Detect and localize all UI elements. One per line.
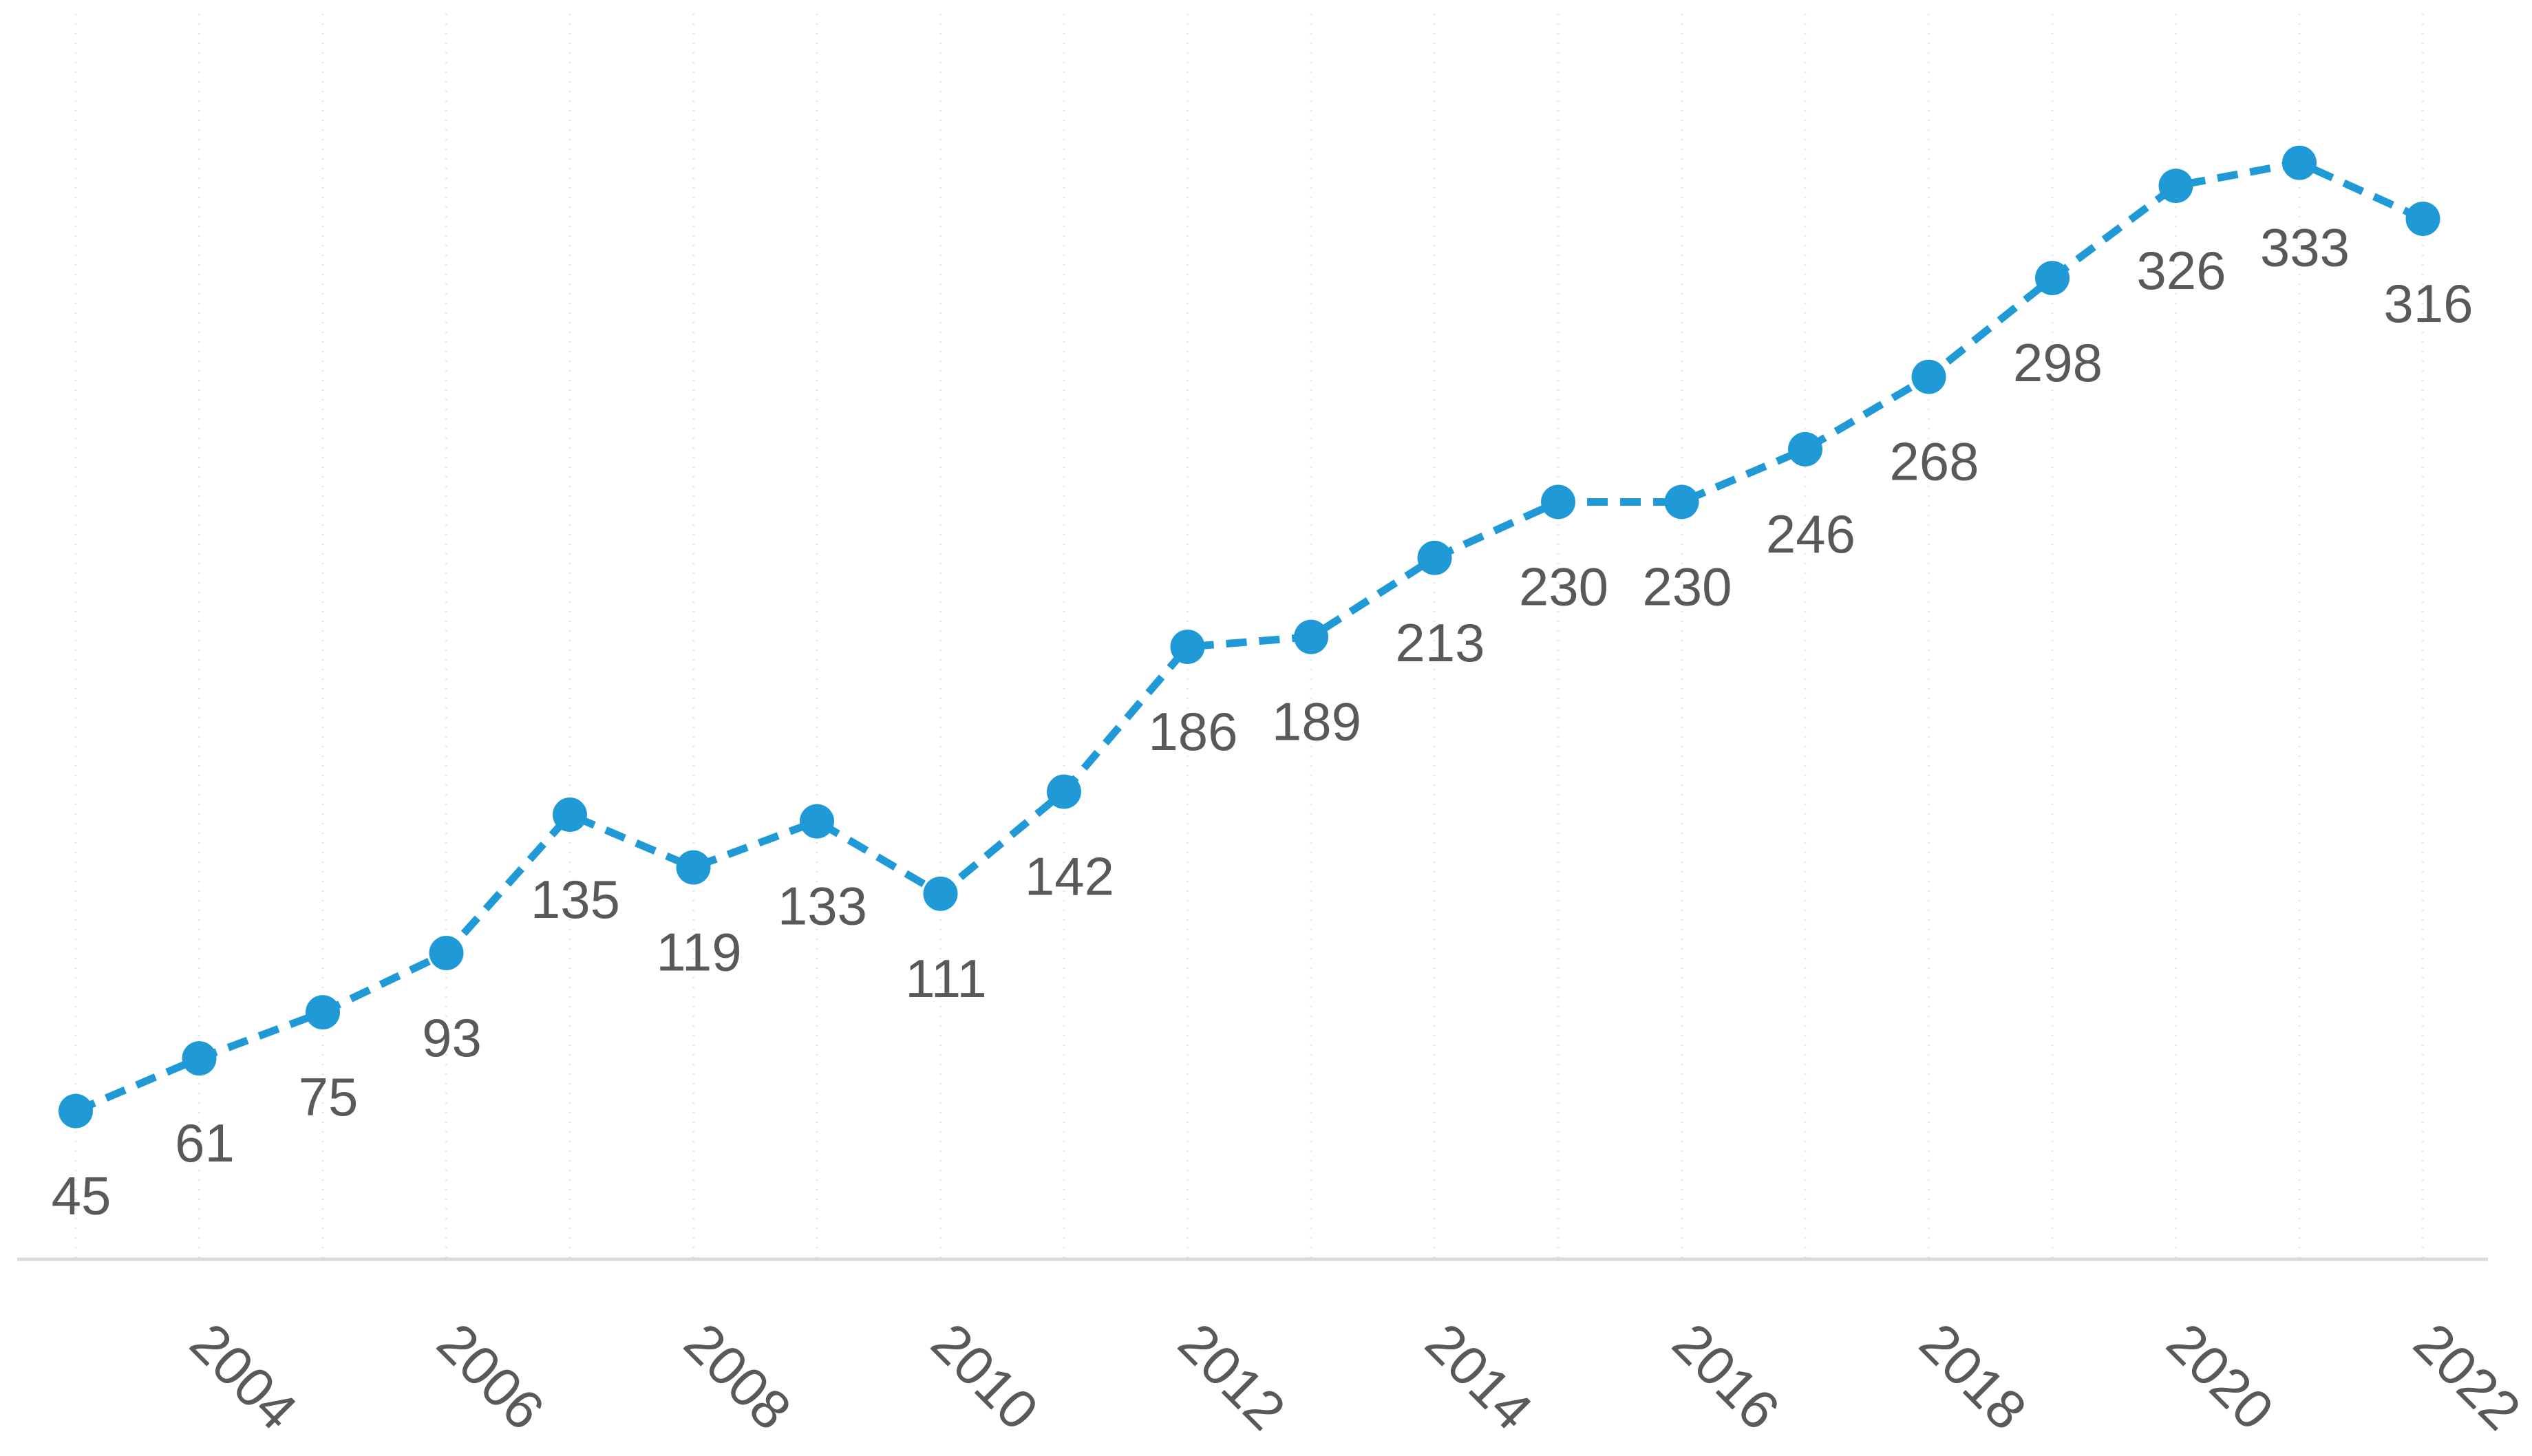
data-label: 230 — [1519, 556, 1608, 617]
x-tick-label: 2012 — [1167, 1312, 1297, 1442]
data-point — [429, 935, 464, 970]
x-tick-labels-layer: 2004 2006 2008 2010 2012 2014 2016 2018 2020 2022 — [179, 1312, 2532, 1442]
x-tick-label: 2010 — [920, 1312, 1050, 1442]
data-point — [553, 797, 587, 833]
data-point — [182, 1041, 217, 1076]
data-label: 333 — [2260, 217, 2350, 278]
data-label: 316 — [2383, 273, 2473, 334]
data-point — [1417, 540, 1452, 575]
data-label: 213 — [1395, 612, 1485, 673]
data-label: 186 — [1148, 701, 1237, 762]
data-label: 298 — [2013, 332, 2103, 393]
data-label: 61 — [175, 1113, 235, 1173]
data-label: 142 — [1025, 846, 1114, 907]
x-tick-label: 2014 — [1414, 1312, 1544, 1442]
data-label: 135 — [531, 869, 620, 930]
data-point — [306, 995, 340, 1030]
data-point — [2282, 145, 2317, 180]
data-label: 75 — [299, 1067, 359, 1127]
data-label: 93 — [422, 1007, 482, 1068]
data-point — [1170, 629, 1205, 664]
data-label: 246 — [1766, 504, 1855, 564]
data-point — [2158, 169, 2193, 204]
data-point — [1788, 431, 1822, 467]
x-tick-label: 2022 — [2403, 1312, 2532, 1442]
data-label: 111 — [905, 948, 987, 1009]
data-point — [800, 804, 834, 839]
data-label: 268 — [1889, 431, 1979, 492]
data-label: 326 — [2136, 240, 2226, 301]
x-tick-label: 2016 — [1661, 1312, 1791, 1442]
data-point — [676, 850, 711, 885]
x-tick-label: 2020 — [2156, 1312, 2286, 1442]
data-point — [1047, 774, 1081, 809]
data-point — [1294, 619, 1328, 654]
data-label: 230 — [1642, 556, 1732, 617]
data-point — [1541, 484, 1575, 520]
x-tick-label: 2008 — [673, 1312, 803, 1442]
x-tick-label: 2006 — [426, 1312, 556, 1442]
x-tick-label: 2018 — [1908, 1312, 2039, 1442]
grid-layer — [74, 14, 2424, 1259]
x-tick-label: 2004 — [179, 1312, 309, 1442]
series-line — [74, 159, 2425, 1115]
data-point — [2035, 261, 2070, 296]
data-labels-layer: 45 61 75 93 135 119 133 111 142 186 189 213 230 230 24… — [52, 217, 2474, 1226]
data-label: 119 — [656, 922, 741, 983]
data-point — [58, 1093, 93, 1128]
data-label: 133 — [778, 876, 867, 936]
data-point — [2405, 201, 2440, 236]
data-point — [1911, 359, 1946, 394]
data-point — [1664, 484, 1699, 520]
data-label: 45 — [52, 1166, 111, 1226]
points-layer — [58, 145, 2440, 1128]
data-point — [923, 876, 958, 911]
data-label: 189 — [1272, 692, 1361, 752]
